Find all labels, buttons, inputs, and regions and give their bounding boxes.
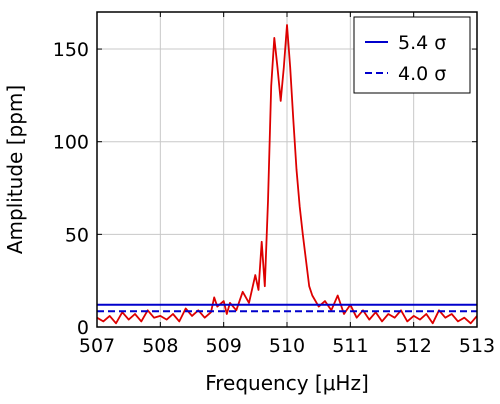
amplitude-series-line (96, 24, 478, 325)
axis-ticks: 507 508 509 510 511 512 513 0 50 100 150 (53, 12, 495, 357)
x-tick-label: 507 (79, 335, 115, 357)
plot-area (96, 24, 478, 325)
x-tick-label: 509 (206, 335, 242, 357)
y-tick-label: 50 (65, 224, 89, 246)
x-tick-label: 513 (459, 335, 495, 357)
y-axis-title: Amplitude [ppm] (3, 85, 27, 254)
y-tick-label: 0 (77, 317, 89, 339)
legend: 5.4 σ 4.0 σ (353, 16, 471, 94)
x-axis-title: Frequency [μHz] (205, 371, 369, 395)
y-tick-label: 100 (53, 132, 89, 154)
legend-label-5-4-sigma: 5.4 σ (398, 32, 446, 54)
legend-label-4-0-sigma: 4.0 σ (398, 63, 446, 85)
x-tick-label: 511 (332, 335, 368, 357)
x-tick-label: 512 (396, 335, 432, 357)
x-tick-label: 508 (142, 335, 178, 357)
x-tick-label: 510 (269, 335, 305, 357)
legend-box (353, 16, 471, 94)
y-tick-label: 150 (53, 39, 89, 61)
